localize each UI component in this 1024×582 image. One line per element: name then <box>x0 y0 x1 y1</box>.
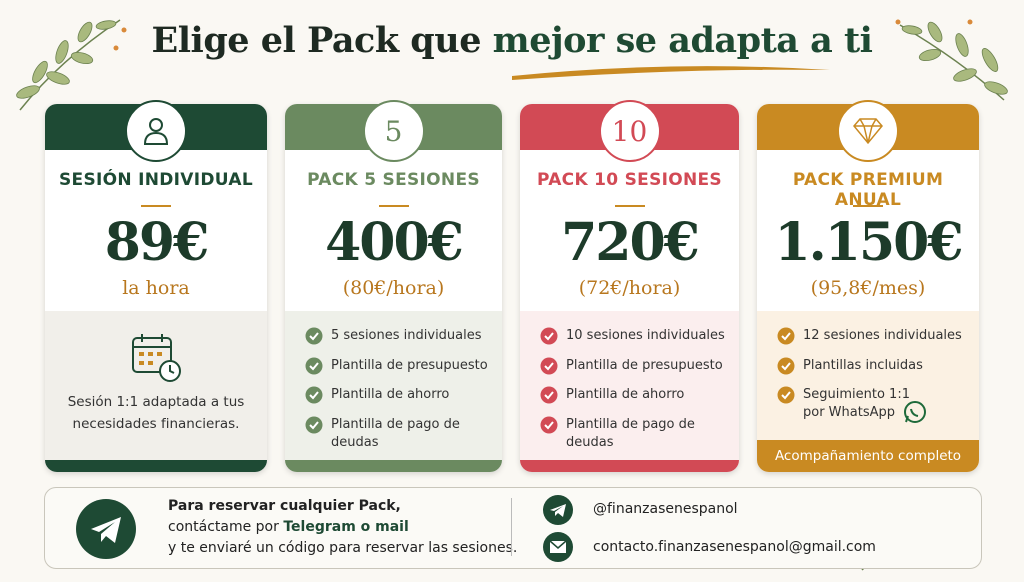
card-badge <box>837 100 899 162</box>
card-badge <box>125 100 187 162</box>
check-icon <box>540 357 558 374</box>
feature: 5 sesiones individuales <box>331 328 482 343</box>
card-details: 12 sesiones individuales Plantillas inclu… <box>757 311 979 472</box>
card-details: Sesión 1:1 adaptada a tus necesidades fi… <box>45 311 267 472</box>
feature: Plantilla de pago de deudas <box>331 416 460 450</box>
feature: Plantilla de presupuesto <box>331 357 488 373</box>
card-price: 89€ <box>104 212 210 273</box>
diamond-icon <box>853 118 883 145</box>
card-details: 5 sesiones individuales Plantilla de pres… <box>285 311 502 472</box>
check-icon <box>540 327 558 345</box>
pricing-card: 5 PACK 5 SESIONES 400€ (80€/hora) 5 sesiones… <box>285 100 502 472</box>
card-details: 10 sesiones individuales Plantilla de pre… <box>520 311 739 472</box>
contact-text: contáctame por <box>168 519 279 535</box>
title-highlight: mejor se adapta a ti <box>492 20 873 61</box>
card-unit: (80€/hora) <box>342 277 445 299</box>
feature: Plantilla de ahorro <box>566 387 685 402</box>
whatsapp-icon <box>904 401 926 423</box>
feature: Plantilla de presupuesto <box>566 357 723 373</box>
separator <box>614 205 645 207</box>
feature: 12 sesiones individuales <box>803 328 962 343</box>
check-icon <box>777 386 795 404</box>
feature: Plantillas incluidas <box>803 357 923 373</box>
check-icon <box>305 416 323 433</box>
contact-highlight: Telegram o mail <box>283 519 409 535</box>
contact-line: y te enviaré un código para reservar las… <box>168 540 518 556</box>
card-unit: (95,8€/mes) <box>810 277 926 299</box>
divider <box>511 498 512 556</box>
separator <box>378 205 409 207</box>
calendar-icon <box>132 334 181 382</box>
card-badge: 10 <box>598 100 661 162</box>
check-icon <box>777 357 795 374</box>
check-icon <box>305 357 323 374</box>
leaves-right <box>895 19 1008 101</box>
title: Elige el Pack que mejor se adapta a ti <box>0 20 1024 61</box>
card-price: 1.150€ <box>774 212 963 273</box>
card-unit: (72€/hora) <box>578 277 681 299</box>
card-badge: 5 <box>362 100 425 162</box>
card-price: 400€ <box>325 212 464 273</box>
card-strip <box>45 460 267 472</box>
check-icon <box>540 416 558 433</box>
telegram-icon <box>76 499 136 559</box>
card-name: PACK 10 SESIONES <box>537 170 722 190</box>
check-icon <box>777 327 795 345</box>
card-name: PACK PREMIUM ANUAL <box>792 170 944 210</box>
user-icon <box>143 118 169 145</box>
whatsapp <box>903 400 927 428</box>
email[interactable]: contacto.finanzasenespanol@gmail.com <box>593 539 876 555</box>
contact-line: contáctame por Telegram o mail <box>168 519 409 535</box>
feature: Seguimiento 1:1 por WhatsApp <box>803 387 910 420</box>
feature: Plantilla de pago de deudas <box>566 416 695 450</box>
separator <box>853 205 883 207</box>
contact-line: Para reservar cualquier Pack, <box>168 498 401 514</box>
separator <box>141 205 171 207</box>
pricing-card: PACK PREMIUM ANUAL 1.150€ (95,8€/mes) 12 se… <box>757 100 979 472</box>
check-icon <box>305 327 323 345</box>
contact-box: Para reservar cualquier Pack, contáctame… <box>44 487 982 569</box>
card-price: 720€ <box>561 212 700 273</box>
card-description: Sesión 1:1 adaptada a tus necesidades fi… <box>67 394 245 432</box>
feature: Plantilla de ahorro <box>331 387 450 402</box>
pricing-card: SESIÓN INDIVIDUAL 89€ la hora Sesión 1:1 ad… <box>45 100 267 472</box>
leaves-left <box>16 19 127 111</box>
telegram-handle[interactable]: @finanzasenespanol <box>593 501 738 517</box>
card-unit: la hora <box>122 277 190 299</box>
pricing-card: 10 PACK 10 SESIONES 720€ (72€/hora) 10 sesio… <box>520 100 739 472</box>
check-icon <box>540 386 558 404</box>
title-lead: Elige el Pack que <box>151 20 482 61</box>
telegram-small-icon <box>543 495 573 525</box>
feature: 10 sesiones individuales <box>566 328 725 343</box>
check-icon <box>305 386 323 404</box>
calendar <box>130 331 182 387</box>
card-name: PACK 5 SESIONES <box>307 170 480 190</box>
card-name: SESIÓN INDIVIDUAL <box>59 170 253 190</box>
title-underline <box>512 66 830 80</box>
card-strip <box>520 460 739 472</box>
mail-icon <box>543 532 573 562</box>
card-strip <box>285 460 502 472</box>
card-footer: Acompañamiento completo <box>757 440 979 472</box>
